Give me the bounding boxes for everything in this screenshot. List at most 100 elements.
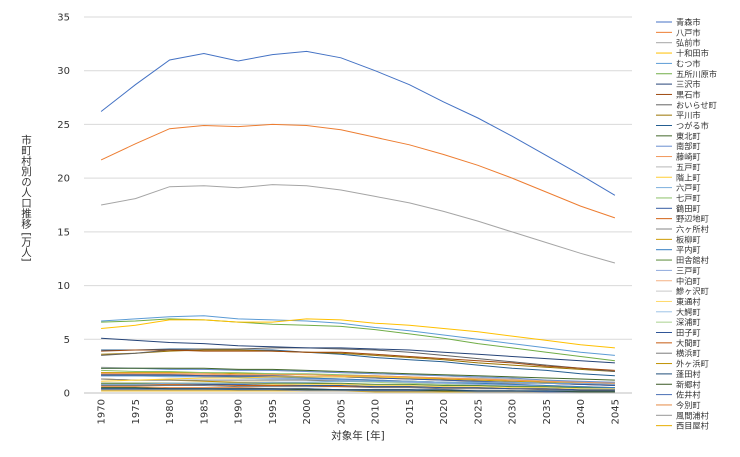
- legend-label: 西目屋村: [676, 421, 709, 431]
- series-line: [101, 382, 615, 391]
- legend-item: 東北町: [656, 131, 701, 141]
- series-line: [101, 375, 615, 389]
- legend-label: 板柳町: [676, 234, 701, 244]
- legend-label: 東北町: [676, 131, 701, 141]
- legend-item: 六戸町: [656, 183, 701, 193]
- legend-label: 藤崎町: [676, 152, 701, 162]
- legend-item: 東通村: [656, 296, 701, 306]
- legend-item: 青森市: [656, 17, 701, 27]
- legend-label: 深浦町: [676, 317, 701, 327]
- legend-item: 六ヶ所村: [656, 224, 709, 234]
- legend-item: 五所川原市: [656, 69, 717, 79]
- legend-item: 階上町: [656, 172, 701, 182]
- legend-item: むつ市: [656, 58, 701, 68]
- legend-item: 西目屋村: [656, 421, 709, 431]
- legend-item: 佐井村: [656, 390, 701, 400]
- series-line: [101, 337, 615, 364]
- legend-item: 八戸市: [656, 27, 701, 37]
- legend-label: つがる市: [676, 121, 709, 131]
- legend-label: 風間浦村: [676, 410, 709, 420]
- legend-item: 南部町: [656, 141, 701, 151]
- x-tick-label: 2010: [371, 399, 382, 424]
- legend-label: 五所川原市: [676, 69, 717, 79]
- x-tick-label: 2025: [473, 399, 484, 424]
- x-axis-title: 対象年 [年]: [331, 429, 385, 442]
- legend-label: 新郷村: [676, 379, 701, 389]
- x-tick-label: 2005: [336, 399, 347, 424]
- legend-label: 大鰐町: [676, 307, 701, 317]
- y-axis-title: 市町村別の人口推移 [万人]: [20, 134, 32, 262]
- legend-label: 三沢市: [676, 79, 701, 89]
- y-tick-label: 30: [57, 66, 70, 77]
- x-tick-label: 2030: [508, 399, 519, 424]
- legend-label: 弘前市: [676, 38, 701, 48]
- legend-label: 青森市: [676, 17, 701, 27]
- legend-label: 平川市: [676, 110, 701, 120]
- legend-item: おいらせ町: [656, 100, 717, 110]
- legend-label: 平内町: [676, 245, 701, 255]
- legend-item: 新郷村: [656, 379, 701, 389]
- x-tick-label: 2035: [542, 399, 553, 424]
- x-tick-label: 1970: [97, 399, 108, 424]
- series-line: [101, 380, 615, 385]
- x-tick-label: 1995: [268, 399, 279, 424]
- legend-label: 十和田市: [676, 48, 709, 58]
- y-tick-label: 25: [57, 120, 70, 131]
- legend-label: 七戸町: [676, 193, 701, 203]
- legend-item: 深浦町: [656, 317, 701, 327]
- legend-label: 田舎館村: [676, 255, 709, 265]
- legend-item: 平内町: [656, 245, 701, 255]
- legend-item: 外ヶ浜町: [656, 359, 709, 369]
- x-tick-label: 1985: [199, 399, 210, 424]
- legend-item: 中泊町: [656, 276, 701, 286]
- legend-item: 七戸町: [656, 193, 701, 203]
- y-tick-label: 35: [57, 13, 70, 24]
- series-line: [100, 123, 616, 219]
- legend: 青森市八戸市弘前市十和田市むつ市五所川原市三沢市黒石市おいらせ町平川市つがる市東…: [656, 17, 717, 431]
- legend-label: 六戸町: [676, 183, 701, 193]
- legend-item: 田子町: [656, 328, 701, 338]
- legend-label: 鶴田町: [676, 203, 701, 213]
- legend-label: 大間町: [676, 338, 701, 348]
- legend-label: 野辺地町: [676, 214, 709, 224]
- series-line: [101, 347, 615, 372]
- legend-label: 鰺ヶ沢町: [676, 286, 709, 296]
- series-lines: [100, 50, 616, 393]
- series-line: [101, 388, 615, 392]
- legend-label: 三戸町: [676, 265, 701, 275]
- legend-label: 蓬田村: [676, 369, 701, 379]
- legend-label: 南部町: [676, 141, 701, 151]
- legend-label: 横浜町: [676, 348, 701, 358]
- legend-item: 鰺ヶ沢町: [656, 286, 709, 296]
- series-line: [101, 373, 615, 384]
- legend-label: 八戸市: [676, 27, 701, 37]
- x-tick-label: 2015: [405, 399, 416, 424]
- series-line: [101, 318, 615, 349]
- legend-item: 蓬田村: [656, 369, 701, 379]
- x-tick-label: 2000: [302, 399, 313, 424]
- x-tick-label: 2045: [610, 399, 621, 424]
- legend-label: 今別町: [676, 400, 701, 410]
- legend-label: 階上町: [676, 172, 701, 182]
- legend-item: 田舎館村: [656, 255, 709, 265]
- series-line: [101, 315, 615, 356]
- series-line: [101, 367, 615, 381]
- legend-item: つがる市: [656, 121, 709, 131]
- series-line: [101, 367, 615, 383]
- legend-item: 三戸町: [656, 265, 701, 275]
- legend-label: 黒石市: [676, 89, 701, 99]
- x-tick-label: 1980: [165, 399, 176, 424]
- legend-item: 今別町: [656, 400, 701, 410]
- legend-item: 黒石市: [656, 89, 701, 99]
- series-line: [101, 349, 615, 371]
- legend-label: 外ヶ浜町: [676, 359, 709, 369]
- x-tick-label: 1990: [234, 399, 245, 424]
- x-tick-label: 2020: [439, 399, 450, 424]
- legend-item: 藤崎町: [656, 152, 701, 162]
- legend-item: 三沢市: [656, 79, 701, 89]
- y-tick-label: 5: [64, 335, 70, 346]
- legend-label: 田子町: [676, 328, 701, 338]
